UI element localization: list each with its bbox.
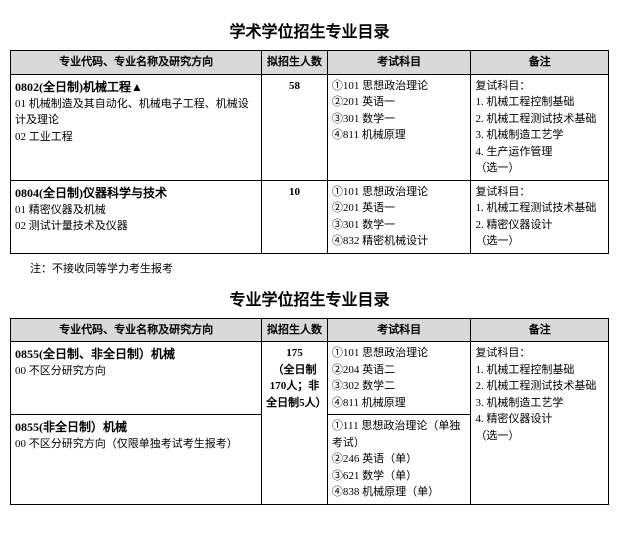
table2-header-row: 专业代码、专业名称及研究方向 拟招生人数 考试科目 备注 <box>11 318 609 342</box>
th-count: 拟招生人数 <box>262 318 328 342</box>
major-code: 0855(全日制、非全日制）机械 <box>15 345 257 363</box>
cell-major: 0802(全日制)机械工程▲ 01 机械制造及其自动化、机械电子工程、机械设计及… <box>11 74 262 180</box>
count-note: （全日制170人；非全日制5人） <box>266 362 323 412</box>
cell-count-merged: 175 （全日制170人；非全日制5人） <box>262 342 328 505</box>
cell-exams: ①101 思想政治理论②201 英语一③301 数学一④832 精密机械设计 <box>327 180 471 253</box>
th-exams: 考试科目 <box>327 51 471 75</box>
major-dirs: 00 不区分研究方向 <box>15 363 257 380</box>
th-remark: 备注 <box>471 318 609 342</box>
th-count: 拟招生人数 <box>262 51 328 75</box>
table2: 专业代码、专业名称及研究方向 拟招生人数 考试科目 备注 0855(全日制、非全… <box>10 318 609 505</box>
cell-remark: 复试科目：1. 机械工程控制基础2. 机械工程测试技术基础3. 机械制造工艺学4… <box>471 74 609 180</box>
table1-row: 0804(全日制)仪器科学与技术 01 精密仪器及机械02 测试计量技术及仪器 … <box>11 180 609 253</box>
table1-header-row: 专业代码、专业名称及研究方向 拟招生人数 考试科目 备注 <box>11 51 609 75</box>
th-exams: 考试科目 <box>327 318 471 342</box>
th-major: 专业代码、专业名称及研究方向 <box>11 318 262 342</box>
major-code: 0804(全日制)仪器科学与技术 <box>15 184 257 202</box>
cell-exams: ①111 思想政治理论（单独考试）②246 英语（单）③621 数学（单）④83… <box>327 415 471 505</box>
major-dirs: 01 精密仪器及机械02 测试计量技术及仪器 <box>15 202 257 235</box>
major-code: 0855(非全日制）机械 <box>15 418 257 436</box>
cell-major: 0855(全日制、非全日制）机械 00 不区分研究方向 <box>11 342 262 415</box>
cell-remark-merged: 复试科目：1. 机械工程控制基础2. 机械工程测试技术基础3. 机械制造工艺学4… <box>471 342 609 505</box>
table2-row: 0855(全日制、非全日制）机械 00 不区分研究方向 175 （全日制170人… <box>11 342 609 415</box>
section2-title: 专业学位招生专业目录 <box>10 286 609 310</box>
th-remark: 备注 <box>471 51 609 75</box>
cell-count: 10 <box>262 180 328 253</box>
table1-row: 0802(全日制)机械工程▲ 01 机械制造及其自动化、机械电子工程、机械设计及… <box>11 74 609 180</box>
section1-note: 注：不接收同等学力考生报考 <box>30 260 609 276</box>
cell-remark: 复试科目：1. 机械工程测试技术基础2. 精密仪器设计（选一） <box>471 180 609 253</box>
section1-title: 学术学位招生专业目录 <box>10 18 609 42</box>
count-value: 175 <box>266 345 323 362</box>
cell-major: 0804(全日制)仪器科学与技术 01 精密仪器及机械02 测试计量技术及仪器 <box>11 180 262 253</box>
major-code: 0802(全日制)机械工程▲ <box>15 78 257 96</box>
cell-exams: ①101 思想政治理论②204 英语二③302 数学二④811 机械原理 <box>327 342 471 415</box>
cell-major: 0855(非全日制）机械 00 不区分研究方向（仅限单独考试考生报考） <box>11 415 262 505</box>
cell-exams: ①101 思想政治理论②201 英语一③301 数学一④811 机械原理 <box>327 74 471 180</box>
major-dirs: 01 机械制造及其自动化、机械电子工程、机械设计及理论02 工业工程 <box>15 96 257 146</box>
major-dirs: 00 不区分研究方向（仅限单独考试考生报考） <box>15 436 257 453</box>
cell-count: 58 <box>262 74 328 180</box>
th-major: 专业代码、专业名称及研究方向 <box>11 51 262 75</box>
table1: 专业代码、专业名称及研究方向 拟招生人数 考试科目 备注 0802(全日制)机械… <box>10 50 609 254</box>
